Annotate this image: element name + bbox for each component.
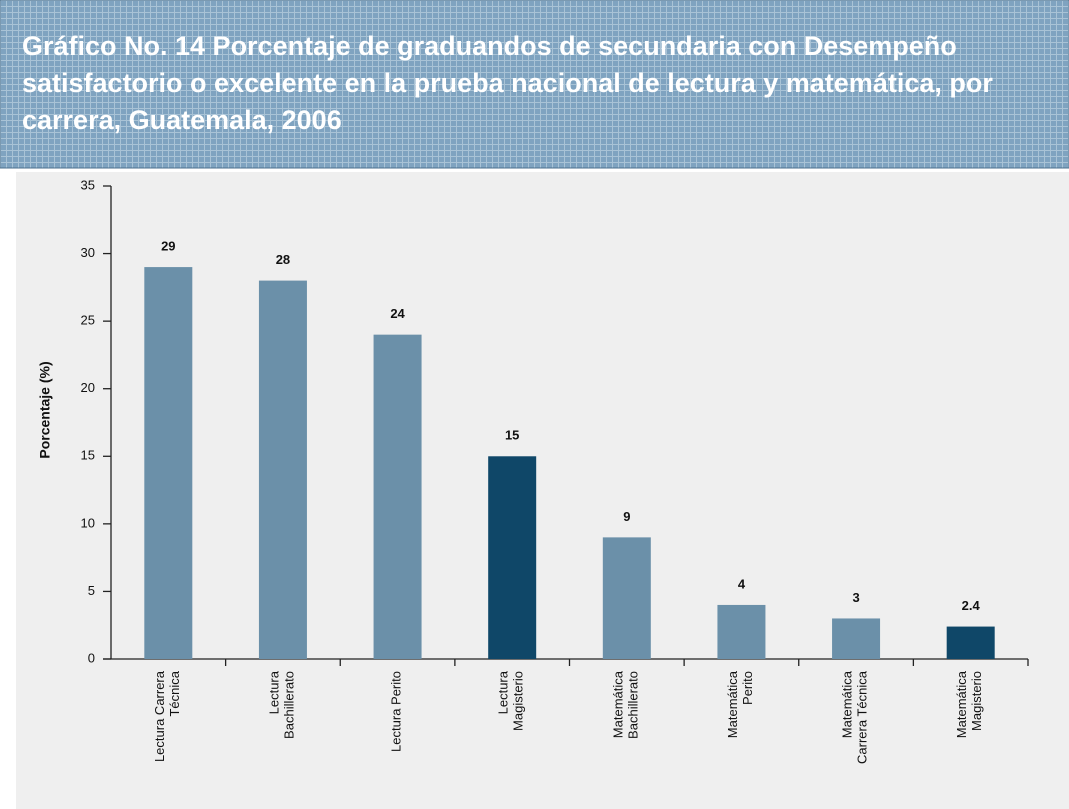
bar — [832, 618, 881, 659]
x-tick-label: LecturaBachillerato — [267, 670, 297, 739]
data-label: 2.4 — [962, 598, 981, 613]
y-tick-label: 35 — [81, 177, 95, 192]
y-tick-label: 0 — [88, 650, 95, 665]
bar — [602, 537, 651, 659]
bar — [488, 456, 537, 659]
data-label: 4 — [738, 576, 746, 591]
x-tick-label: MatemáticaCarrera Técnica — [840, 670, 870, 764]
data-label: 9 — [623, 509, 630, 524]
data-label: 24 — [390, 306, 405, 321]
y-tick-label: 5 — [88, 583, 95, 598]
bar — [373, 334, 422, 659]
bar — [946, 626, 995, 659]
bar — [258, 280, 307, 659]
y-tick-label: 30 — [81, 245, 95, 260]
x-tick-label: Lectura Perito — [389, 671, 404, 752]
y-axis-label: Porcentaje (%) — [37, 361, 53, 458]
x-tick-label: MatemáticaMagisterio — [955, 670, 985, 738]
x-tick-label: Lectura CarreraTécnica — [152, 670, 182, 762]
x-tick-label: MatemáticaPerito — [725, 670, 755, 738]
y-tick-label: 10 — [81, 515, 95, 530]
bar — [717, 604, 766, 659]
chart-title: Gráfico No. 14 Porcentaje de graduandos … — [22, 31, 993, 135]
y-tick-label: 20 — [81, 380, 95, 395]
data-label: 3 — [852, 590, 859, 605]
data-label: 15 — [505, 428, 519, 443]
data-label: 29 — [161, 239, 175, 254]
x-tick-label: MatemáticaBachillerato — [611, 670, 641, 739]
bar — [144, 267, 193, 659]
title-banner — [0, 0, 1069, 169]
y-tick-label: 15 — [81, 448, 95, 463]
x-tick-label: LecturaMagisterio — [496, 670, 526, 731]
y-tick-label: 25 — [81, 313, 95, 328]
data-label: 28 — [276, 252, 290, 267]
